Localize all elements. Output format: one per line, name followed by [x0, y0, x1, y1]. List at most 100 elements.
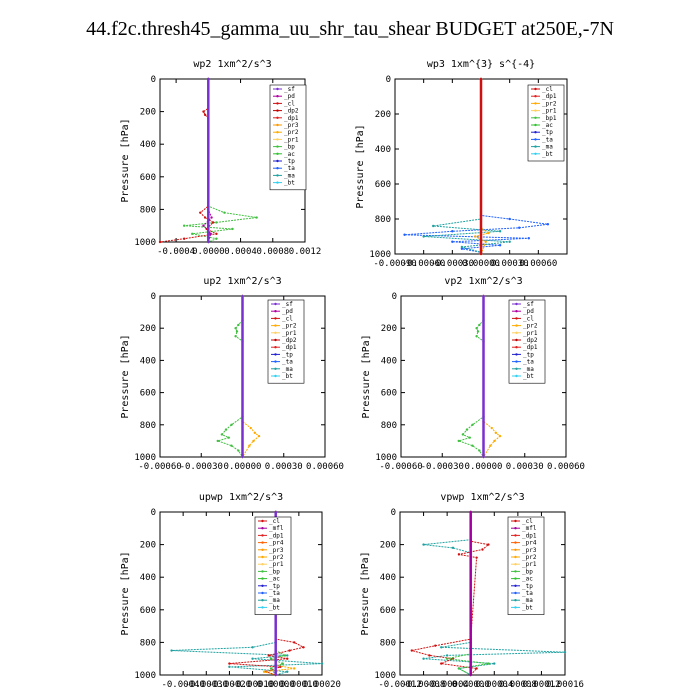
- series-point-bp: [191, 232, 194, 236]
- legend-marker-bt: [261, 606, 264, 609]
- legend-label: _mfl: [522, 525, 537, 532]
- series-point-ta: [518, 226, 521, 229]
- series-point-cl: [440, 662, 443, 665]
- x-tick-label: 0.00010: [280, 680, 318, 690]
- legend-marker-pr1: [276, 138, 279, 141]
- legend-marker-tp: [514, 584, 517, 587]
- series-point-bp: [283, 654, 287, 657]
- legend-marker-bp1: [534, 116, 537, 120]
- y-tick-label: 0: [151, 508, 156, 518]
- series-point-ta: [403, 233, 406, 236]
- legend-label: _ac: [284, 151, 295, 158]
- legend-box: [508, 299, 546, 384]
- chart-panel-5: upwp 1xm^2/s^302004006008001000-0.00040-…: [120, 492, 341, 690]
- y-tick-label: 200: [140, 108, 156, 118]
- legend-marker-ac: [276, 152, 279, 155]
- y-tick-label: 800: [140, 638, 156, 648]
- legend-marker-bt: [514, 606, 517, 609]
- series-point-ma: [445, 654, 449, 657]
- legend-label: _pr1: [269, 561, 284, 568]
- series-point-ta: [451, 240, 454, 243]
- series-point-cl: [203, 113, 207, 117]
- legend-label: _ta: [269, 590, 280, 597]
- legend-label: _ta: [523, 359, 534, 366]
- legend-marker-pd: [515, 310, 518, 313]
- x-tick-label: 0.00060: [519, 259, 557, 269]
- series-point-bp: [445, 657, 449, 660]
- series-point-cl: [267, 654, 270, 657]
- y-tick-label: 600: [381, 389, 397, 399]
- series-line-cl: [411, 512, 490, 676]
- legend-marker-cl: [534, 87, 537, 91]
- series-point-pd: [202, 224, 205, 227]
- series-point-bp: [475, 327, 478, 330]
- y-tick-label: 1000: [369, 250, 391, 260]
- series-point-cl: [182, 237, 186, 240]
- series-point-bp: [215, 221, 218, 224]
- legend-label: _ta: [522, 590, 533, 597]
- y-tick-label: 600: [140, 173, 156, 183]
- legend-label: _tp: [282, 351, 293, 358]
- series-point-cl: [457, 553, 461, 556]
- plot-frame: [399, 511, 566, 676]
- legend-marker-ma: [534, 145, 537, 148]
- y-tick-label: 600: [375, 180, 391, 190]
- legend-marker-tp: [261, 584, 264, 587]
- x-tick-label: 0.00012: [522, 680, 560, 690]
- series-point-ma: [320, 662, 324, 665]
- series-point-bp: [461, 433, 465, 436]
- series-point-pr2: [257, 434, 261, 438]
- y-tick-label: 400: [380, 573, 396, 583]
- legend-label: _cl: [522, 518, 533, 525]
- legend-label: _pr3: [284, 122, 299, 129]
- x-tick-label: -0.00010: [231, 680, 274, 690]
- series-point-ma: [228, 665, 231, 669]
- legend-marker-pr2: [276, 131, 279, 134]
- legend-label: _pr2: [522, 554, 537, 561]
- legend-marker-cl: [276, 102, 279, 105]
- legend-marker-bt: [274, 374, 277, 378]
- series-point-cl: [228, 662, 231, 665]
- legend-marker-ac: [514, 577, 517, 580]
- legend-label: _bp: [269, 568, 280, 575]
- series-point-bp: [269, 657, 273, 660]
- legend-label: _bt: [522, 604, 533, 611]
- series-point-cl: [293, 641, 296, 644]
- legend-label: _pr4: [522, 540, 537, 547]
- legend-marker-pr1: [261, 563, 264, 566]
- legend-marker-ma: [276, 174, 279, 177]
- series-line-bp: [184, 79, 257, 243]
- series-point-ta: [460, 247, 464, 250]
- series-point-bp: [234, 335, 237, 338]
- series-point-bp: [468, 436, 471, 439]
- series-point-ta: [527, 237, 530, 240]
- legend-marker-pr3: [261, 548, 264, 551]
- x-tick-label: -0.0004: [157, 247, 195, 257]
- x-tick-label: -0.00020: [208, 680, 251, 690]
- y-axis-label: Pressure [hPa]: [355, 124, 366, 208]
- series-line-ma: [423, 79, 510, 253]
- series-point-bp: [281, 662, 284, 665]
- series-point-cl: [479, 77, 483, 81]
- y-tick-label: 0: [392, 292, 397, 302]
- series-line-ta: [404, 79, 548, 253]
- legend-marker-bt: [515, 374, 518, 378]
- series-point-ma: [422, 657, 425, 660]
- x-tick-label: 0.00060: [306, 462, 344, 472]
- y-tick-label: 400: [375, 145, 391, 155]
- legend-label: _ta: [282, 359, 293, 366]
- legend-label: _ma: [282, 366, 293, 373]
- series-point-bp: [476, 330, 480, 333]
- legend-label: _pr2: [523, 323, 538, 330]
- series-point-bp: [234, 327, 237, 330]
- y-tick-label: 200: [381, 324, 397, 334]
- legend-box: [527, 84, 565, 162]
- y-tick-label: 200: [140, 541, 156, 551]
- legend-marker-sf: [276, 87, 279, 91]
- y-tick-label: 1000: [134, 671, 156, 681]
- series-point-sf: [482, 455, 485, 459]
- x-tick-label: -0.00030: [180, 462, 223, 472]
- legend-marker-ma: [515, 367, 518, 370]
- series-point-bp: [230, 444, 233, 447]
- series-point-sf: [207, 240, 210, 244]
